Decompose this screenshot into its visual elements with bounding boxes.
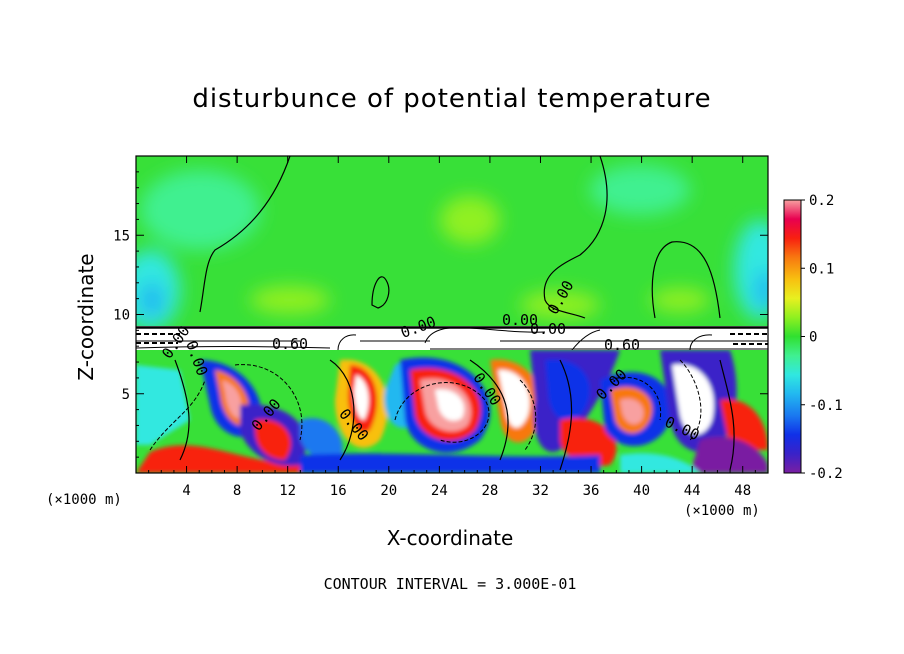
x-tick-label: 48 (734, 483, 751, 499)
contour-label: 0.00 (502, 311, 538, 329)
colorbar-tick-label: 0 (809, 330, 817, 346)
colorbar-tick-label: 0.2 (809, 193, 834, 209)
chart-title: disturbunce of potential temperature (192, 84, 712, 114)
x-tick-label: 36 (583, 483, 600, 499)
contour-interval-note: CONTOUR INTERVAL = 3.000E-01 (323, 575, 577, 593)
contour-label: 0.60 (272, 335, 308, 353)
x-unit-left: (×1000 m) (46, 492, 122, 508)
y-axis: 5 10 15 (113, 171, 768, 458)
colorbar-tick-label: -0.2 (809, 466, 843, 482)
x-tick-label: 4 (182, 483, 190, 499)
y-tick-label: 15 (113, 228, 130, 244)
x-tick-label: 40 (633, 483, 650, 499)
x-unit-right: (×1000 m) (684, 503, 760, 519)
interface-band (135, 326, 768, 352)
x-tick-label: 28 (481, 483, 498, 499)
colorbar: 0.2 0.1 0 -0.1 -0.2 (783, 193, 843, 482)
x-tick-label: 12 (279, 483, 296, 499)
y-tick-label: 5 (122, 387, 130, 403)
y-axis-label: Z-coordinate (74, 253, 98, 381)
upper-field (136, 156, 768, 326)
x-tick-label: 16 (330, 483, 347, 499)
x-tick-label: 20 (380, 483, 397, 499)
x-tick-label: 32 (532, 483, 549, 499)
contour-label: 0.00 (530, 320, 566, 338)
colorbar-tick-label: -0.1 (809, 398, 843, 414)
contour-label: 0.60 (604, 336, 640, 354)
x-axis: 4 8 12 16 20 24 28 32 36 40 44 48 (148, 156, 756, 499)
y-tick-label: 10 (113, 308, 130, 324)
x-tick-label: 8 (233, 483, 241, 499)
x-tick-label: 44 (684, 483, 701, 499)
lower-field (136, 350, 768, 473)
x-tick-label: 24 (431, 483, 448, 499)
colorbar-tick-label: 0.1 (809, 261, 834, 277)
x-axis-label: X-coordinate (386, 526, 514, 550)
